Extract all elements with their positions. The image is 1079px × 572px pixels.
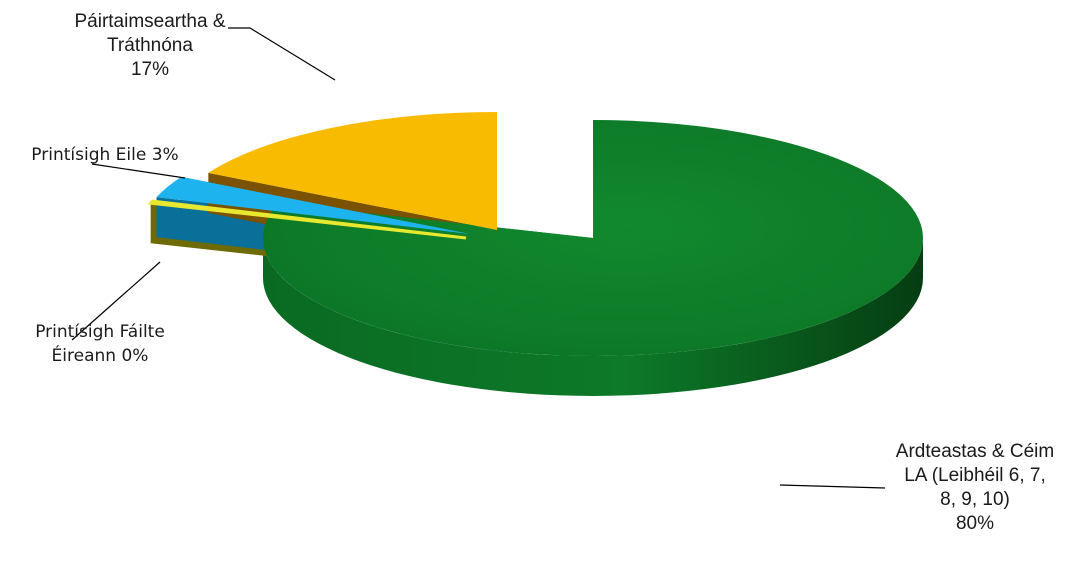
slice-label-orange: Páirtaimseartha & Tráthnóna 17% — [50, 10, 250, 82]
leader-line — [91, 163, 186, 179]
label-line: Páirtaimseartha & — [74, 11, 226, 32]
label-line: Ardteastas & Céim — [895, 441, 1055, 462]
leader-line — [71, 261, 161, 341]
pie-slice-0 — [262, 120, 923, 356]
leader-line — [228, 27, 336, 81]
pie-slice-2 — [156, 176, 470, 234]
label-line: LA (Leibhéil 6, 7, — [904, 465, 1046, 486]
leader-line — [779, 484, 886, 489]
slice-side-rim — [263, 238, 923, 396]
pie-slice-1 — [147, 199, 467, 240]
slice-label-blue: Printísigh Eile 3% — [0, 143, 210, 167]
label-line: 8, 9, 10) — [940, 489, 1010, 510]
label-line: 17% — [130, 59, 170, 80]
label-line: 80% — [955, 513, 995, 534]
label-line: Printísigh Eile 3% — [31, 145, 179, 165]
label-line: Éireann 0% — [51, 346, 149, 366]
slice-label-green: Ardteastas & Céim LA (Leibhéil 6, 7, 8, … — [875, 440, 1075, 536]
label-line: Printísigh Fáilte — [35, 322, 165, 342]
pie-slice-3 — [208, 112, 497, 230]
label-line: Tráthnóna — [107, 35, 193, 56]
slice-label-yellow-name: Printísigh Fáilte Éireann 0% — [0, 320, 200, 368]
